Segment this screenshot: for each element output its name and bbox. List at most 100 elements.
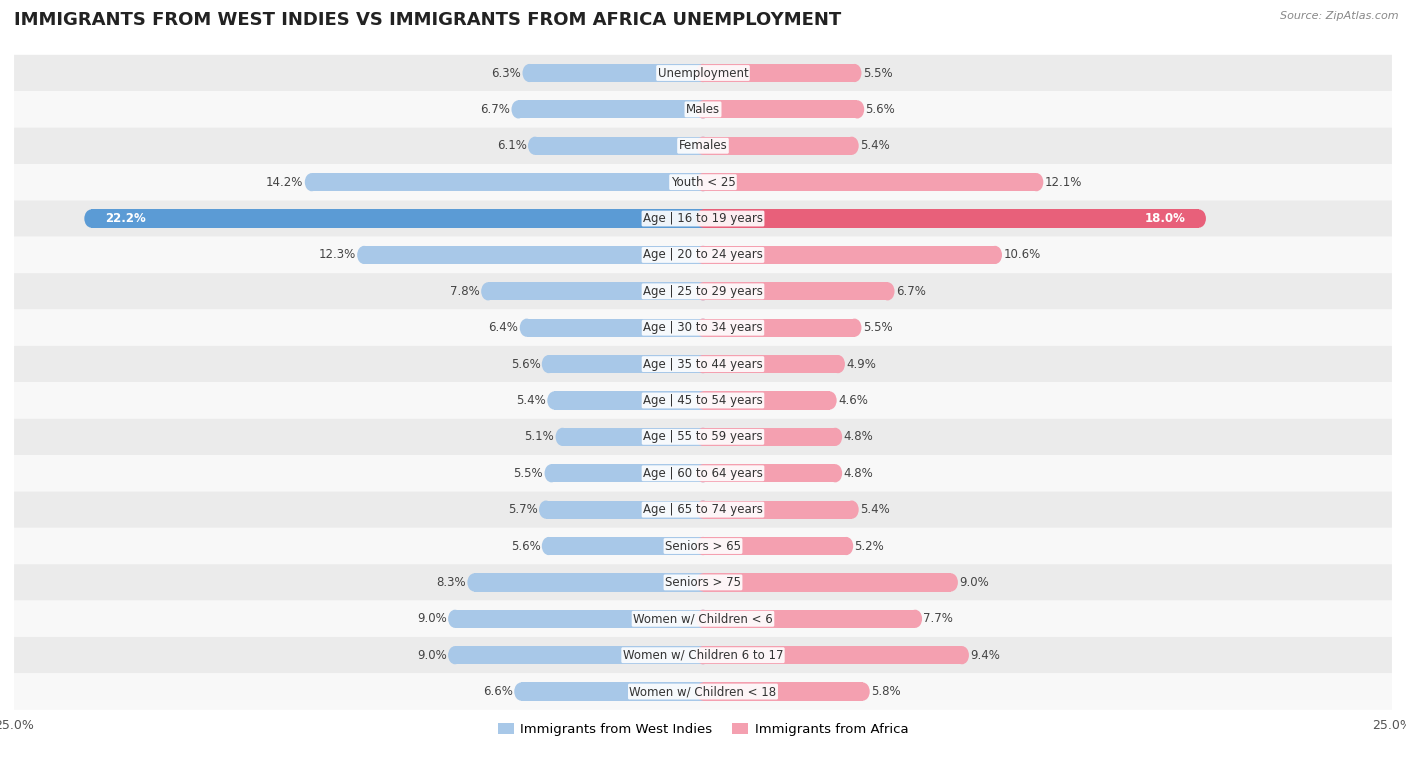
Text: Males: Males [686,103,720,116]
Circle shape [696,573,710,591]
Text: 5.6%: 5.6% [510,357,540,371]
Text: 7.8%: 7.8% [450,285,479,298]
Circle shape [823,391,837,410]
Bar [91,210,703,228]
Text: Age | 25 to 29 years: Age | 25 to 29 years [643,285,763,298]
Bar [703,573,950,591]
Text: 9.0%: 9.0% [418,612,447,625]
Circle shape [696,173,710,192]
Circle shape [845,137,859,155]
Bar [522,683,703,701]
Bar [548,355,703,373]
Circle shape [696,319,710,337]
Text: 4.8%: 4.8% [844,467,873,480]
Bar [488,282,703,301]
Text: Females: Females [679,139,727,152]
Circle shape [696,428,710,446]
Bar [364,246,703,264]
Text: 6.1%: 6.1% [496,139,527,152]
Circle shape [696,100,710,119]
Circle shape [696,246,710,264]
Text: 4.8%: 4.8% [844,431,873,444]
Bar [703,609,915,628]
Circle shape [828,464,842,482]
Text: 22.2%: 22.2% [105,212,146,225]
FancyBboxPatch shape [14,91,1392,128]
Circle shape [1192,210,1206,228]
Circle shape [541,537,555,555]
FancyBboxPatch shape [14,382,1392,419]
Text: 5.4%: 5.4% [516,394,546,407]
Text: IMMIGRANTS FROM WEST INDIES VS IMMIGRANTS FROM AFRICA UNEMPLOYMENT: IMMIGRANTS FROM WEST INDIES VS IMMIGRANT… [14,11,841,30]
Bar [312,173,703,192]
Bar [456,646,703,665]
Bar [527,319,703,337]
Circle shape [515,683,529,701]
Bar [456,609,703,628]
Text: Women w/ Children < 6: Women w/ Children < 6 [633,612,773,625]
Circle shape [908,609,922,628]
Circle shape [696,500,710,519]
Circle shape [696,537,710,555]
Text: 8.3%: 8.3% [436,576,465,589]
Circle shape [831,355,845,373]
Bar [530,64,703,82]
FancyBboxPatch shape [14,128,1392,164]
Bar [562,428,703,446]
Circle shape [696,609,710,628]
Text: 5.7%: 5.7% [508,503,537,516]
Circle shape [696,646,710,665]
Circle shape [696,428,710,446]
FancyBboxPatch shape [14,455,1392,491]
Circle shape [696,210,710,228]
Circle shape [555,428,569,446]
Circle shape [541,355,555,373]
Circle shape [696,355,710,373]
Text: 5.5%: 5.5% [513,467,543,480]
Circle shape [520,319,533,337]
Circle shape [696,173,710,192]
Circle shape [839,537,853,555]
Circle shape [1029,173,1043,192]
Circle shape [696,500,710,519]
Circle shape [696,282,710,301]
Circle shape [696,464,710,482]
Text: Women w/ Children 6 to 17: Women w/ Children 6 to 17 [623,649,783,662]
Bar [703,464,835,482]
Circle shape [696,246,710,264]
Circle shape [851,100,865,119]
Circle shape [696,609,710,628]
Circle shape [945,573,957,591]
Circle shape [84,210,98,228]
Bar [554,391,703,410]
Bar [703,319,855,337]
FancyBboxPatch shape [14,564,1392,600]
Bar [703,282,887,301]
Text: Youth < 25: Youth < 25 [671,176,735,188]
Text: Unemployment: Unemployment [658,67,748,79]
Circle shape [696,683,710,701]
Bar [474,573,703,591]
Text: Age | 65 to 74 years: Age | 65 to 74 years [643,503,763,516]
Text: 10.6%: 10.6% [1004,248,1040,261]
Text: Seniors > 65: Seniors > 65 [665,540,741,553]
Circle shape [696,355,710,373]
FancyBboxPatch shape [14,674,1392,710]
Circle shape [696,573,710,591]
Text: Age | 45 to 54 years: Age | 45 to 54 years [643,394,763,407]
Circle shape [988,246,1002,264]
Circle shape [449,646,461,665]
Text: 14.2%: 14.2% [266,176,304,188]
Circle shape [696,683,710,701]
Text: Women w/ Children < 18: Women w/ Children < 18 [630,685,776,698]
Text: 12.3%: 12.3% [319,248,356,261]
Circle shape [848,64,862,82]
Text: 4.9%: 4.9% [846,357,876,371]
Bar [703,100,858,119]
Text: 7.7%: 7.7% [924,612,953,625]
Circle shape [696,391,710,410]
Text: Age | 30 to 34 years: Age | 30 to 34 years [643,321,763,334]
Circle shape [848,319,862,337]
FancyBboxPatch shape [14,346,1392,382]
Text: 4.6%: 4.6% [838,394,868,407]
